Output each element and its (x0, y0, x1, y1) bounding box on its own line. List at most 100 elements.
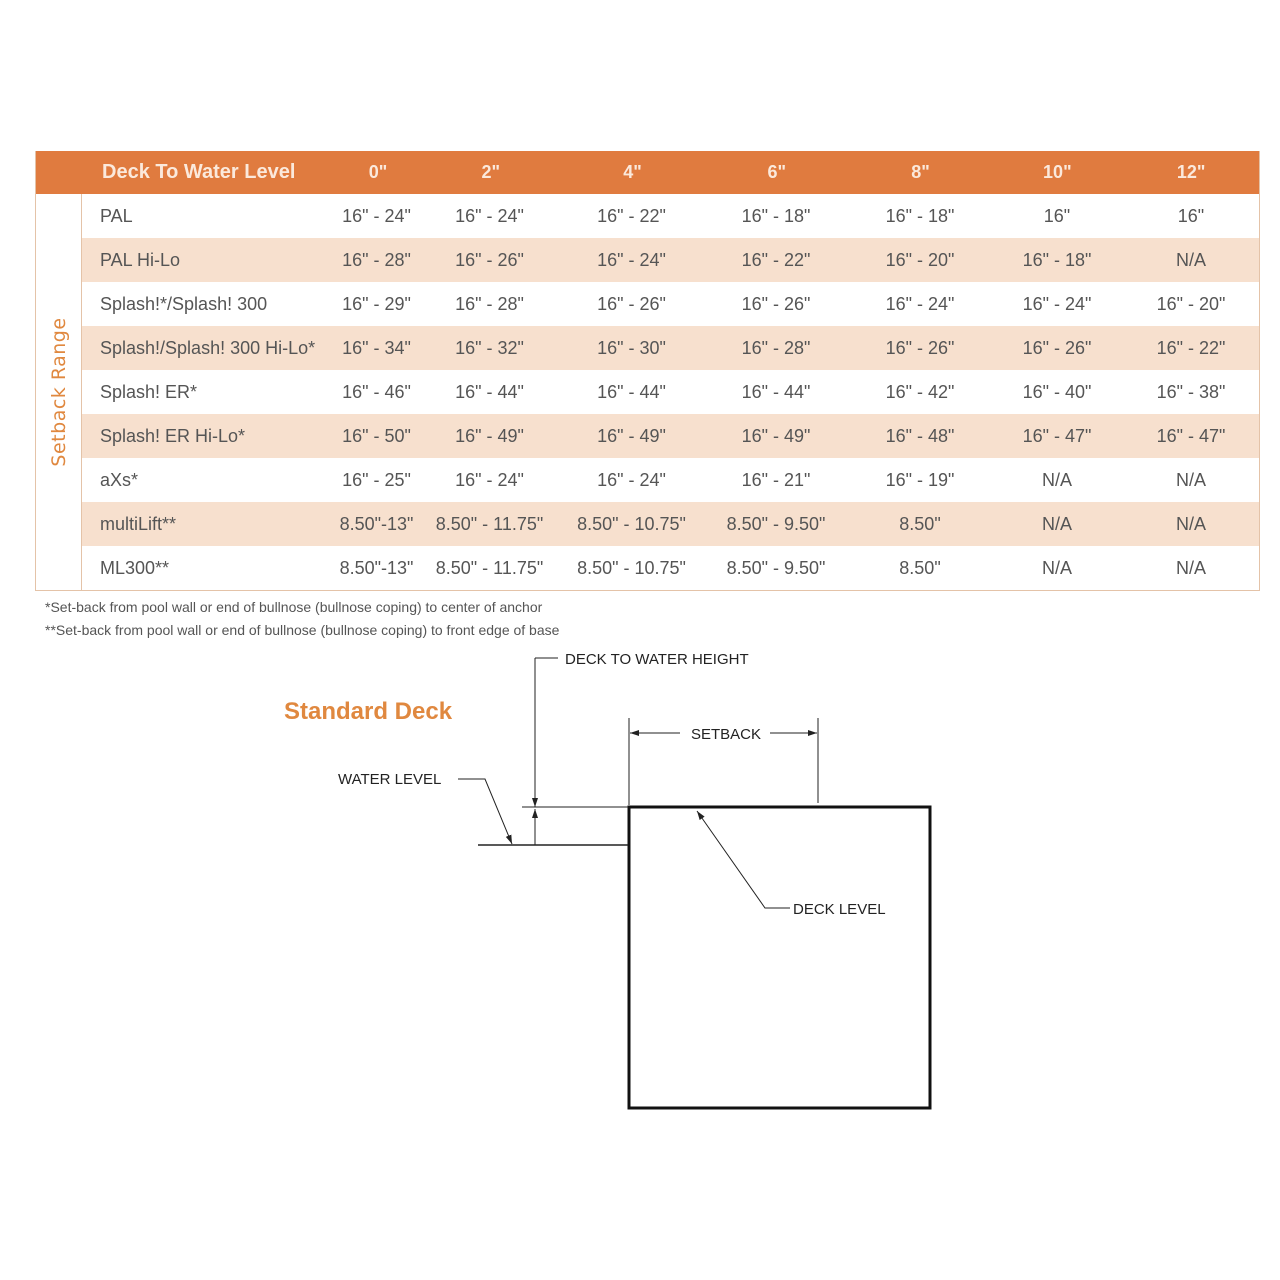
setback-value: 16" - 49" (455, 425, 524, 446)
setback-value: 16" - 32" (455, 337, 524, 358)
setback-value: 16" - 18" (741, 205, 811, 226)
setback-value: 8.50" - 9.50" (726, 557, 826, 578)
col-header: 0" (368, 162, 388, 182)
product-name: Splash!*/Splash! 300 (100, 293, 268, 314)
setback-value: 8.50" - 11.75" (435, 513, 544, 534)
side-label-cell: Setback Range (36, 194, 82, 590)
setback-value: 8.50" (899, 557, 941, 578)
table-header: Deck To Water Level 0" 2" 4" 6" 8" 10" 1… (36, 151, 1259, 194)
setback-value: 8.50" - 10.75" (577, 513, 686, 534)
setback-value: 16" - 24" (342, 205, 411, 226)
water-level-leader (458, 778, 513, 845)
setback-value: 16" - 28" (342, 249, 411, 270)
diagram-title: Standard Deck (284, 698, 453, 725)
table-row: multiLift** 8.50"-13" 8.50" - 11.75" 8.50" … (82, 502, 1259, 546)
product-name: PAL Hi-Lo (100, 249, 181, 270)
setback-value: 16" - 50" (342, 425, 411, 446)
setback-value: 16" - 18" (1022, 249, 1092, 270)
setback-value: 16" - 47" (1022, 425, 1092, 446)
water-level-label: WATER LEVEL (338, 771, 441, 788)
product-name: Splash! ER* (100, 381, 198, 402)
setback-value: N/A (1175, 557, 1206, 578)
setback-value: 16" - 29" (342, 293, 411, 314)
setback-value: 16" - 34" (342, 337, 411, 358)
col-header: 2" (481, 162, 501, 182)
table-row: PAL Hi-Lo 16" - 28" 16" - 26" 16" - 24" 16" … (82, 238, 1259, 282)
setback-value: N/A (1041, 513, 1072, 534)
setback-value: N/A (1175, 513, 1206, 534)
table-row: Splash! ER Hi-Lo* 16" - 50" 16" - 49" 16" -… (82, 414, 1259, 458)
setback-value: 8.50" - 9.50" (726, 513, 826, 534)
setback-value: 16" - 49" (597, 425, 666, 446)
setback-value: 16" - 19" (885, 469, 955, 490)
table-row: aXs* 16" - 25" 16" - 24" 16" - 24" 16" - 21"… (82, 458, 1259, 502)
product-name: aXs* (100, 469, 139, 490)
table-row: Splash!*/Splash! 300 16" - 29" 16" - 28" 16… (82, 282, 1259, 326)
setback-value: 16" - 22" (597, 205, 666, 226)
setback-value: 16" (1177, 205, 1205, 226)
setback-value: 16" - 26" (597, 293, 666, 314)
table-row: PAL 16" - 24" 16" - 24" 16" - 22" 16" - 18" 1… (82, 194, 1259, 238)
setback-value: 8.50"-13" (339, 513, 414, 534)
setback-value: 16" - 44" (597, 381, 666, 402)
setback-value: 16" - 26" (741, 293, 811, 314)
setback-value: 16" - 40" (1022, 381, 1092, 402)
side-label: Setback Range (47, 317, 70, 467)
setback-value: 16" - 20" (885, 249, 955, 270)
setback-value: N/A (1041, 469, 1072, 490)
product-name: multiLift** (100, 513, 177, 534)
setback-value: 16" - 25" (342, 469, 411, 490)
setback-value: 16" - 44" (741, 381, 811, 402)
setback-value: 16" - 24" (1022, 293, 1092, 314)
table-row: ML300** 8.50"-13" 8.50" - 11.75" 8.50" - 10… (82, 546, 1259, 590)
footnotes: *Set-back from pool wall or end of bulln… (45, 596, 559, 642)
setback-value: 16" - 26" (885, 337, 955, 358)
setback-value: 16" - 24" (597, 469, 666, 490)
table-row: Splash! ER* 16" - 46" 16" - 44" 16" - 44" 16… (82, 370, 1259, 414)
setback-value: 16" - 24" (455, 469, 524, 490)
header-label: Deck To Water Level (102, 161, 296, 183)
col-header: 10" (1043, 162, 1072, 182)
setback-value: N/A (1175, 249, 1206, 270)
setback-value: N/A (1041, 557, 1072, 578)
setback-value: 16" - 30" (597, 337, 666, 358)
setback-value: 16" - 21" (741, 469, 811, 490)
setback-value: 16" - 24" (597, 249, 666, 270)
setback-value: 16" - 28" (455, 293, 524, 314)
setback-value: 16" - 28" (741, 337, 811, 358)
product-name: ML300** (100, 557, 170, 578)
table-row: Splash!/Splash! 300 Hi-Lo* 16" - 34" 16" -… (82, 326, 1259, 370)
setback-value: 16" - 22" (1156, 337, 1226, 358)
setback-value: 8.50" - 11.75" (435, 557, 544, 578)
setback-value: 8.50" (899, 513, 941, 534)
deck-level-label: DECK LEVEL (793, 901, 886, 918)
product-name: Splash! ER Hi-Lo* (100, 425, 246, 446)
table-body: PAL 16" - 24" 16" - 24" 16" - 22" 16" - 18" 1… (82, 194, 1259, 590)
setback-label: SETBACK (691, 726, 761, 743)
setback-value: 16" - 24" (455, 205, 524, 226)
setback-value: 16" - 24" (885, 293, 955, 314)
product-name: PAL (100, 205, 133, 226)
setback-table: Deck To Water Level 0" 2" 4" 6" 8" 10" 1… (35, 151, 1260, 591)
deck-level-leader (696, 810, 790, 909)
footnote: *Set-back from pool wall or end of bulln… (45, 599, 543, 615)
setback-value: 16" - 20" (1156, 293, 1226, 314)
setback-value: 16" - 44" (455, 381, 524, 402)
product-name: Splash!/Splash! 300 Hi-Lo* (100, 337, 316, 358)
setback-value: 16" - 22" (741, 249, 811, 270)
setback-value: 16" - 38" (1156, 381, 1226, 402)
setback-value: 16" - 46" (342, 381, 411, 402)
col-header: 4" (623, 162, 642, 182)
setback-value: 16" - 48" (885, 425, 955, 446)
col-header: 12" (1176, 162, 1206, 182)
setback-value: 16" - 26" (1022, 337, 1092, 358)
setback-value: N/A (1175, 469, 1206, 490)
setback-value: 16" - 26" (455, 249, 524, 270)
deck-to-water-height-label: DECK TO WATER HEIGHT (565, 651, 749, 668)
setback-value: 16" - 18" (885, 205, 955, 226)
deck-box (627, 805, 932, 1110)
setback-value: 8.50"-13" (339, 557, 414, 578)
setback-value: 16" (1043, 205, 1071, 226)
setback-value: 16" - 42" (885, 381, 955, 402)
setback-value: 16" - 49" (741, 425, 811, 446)
